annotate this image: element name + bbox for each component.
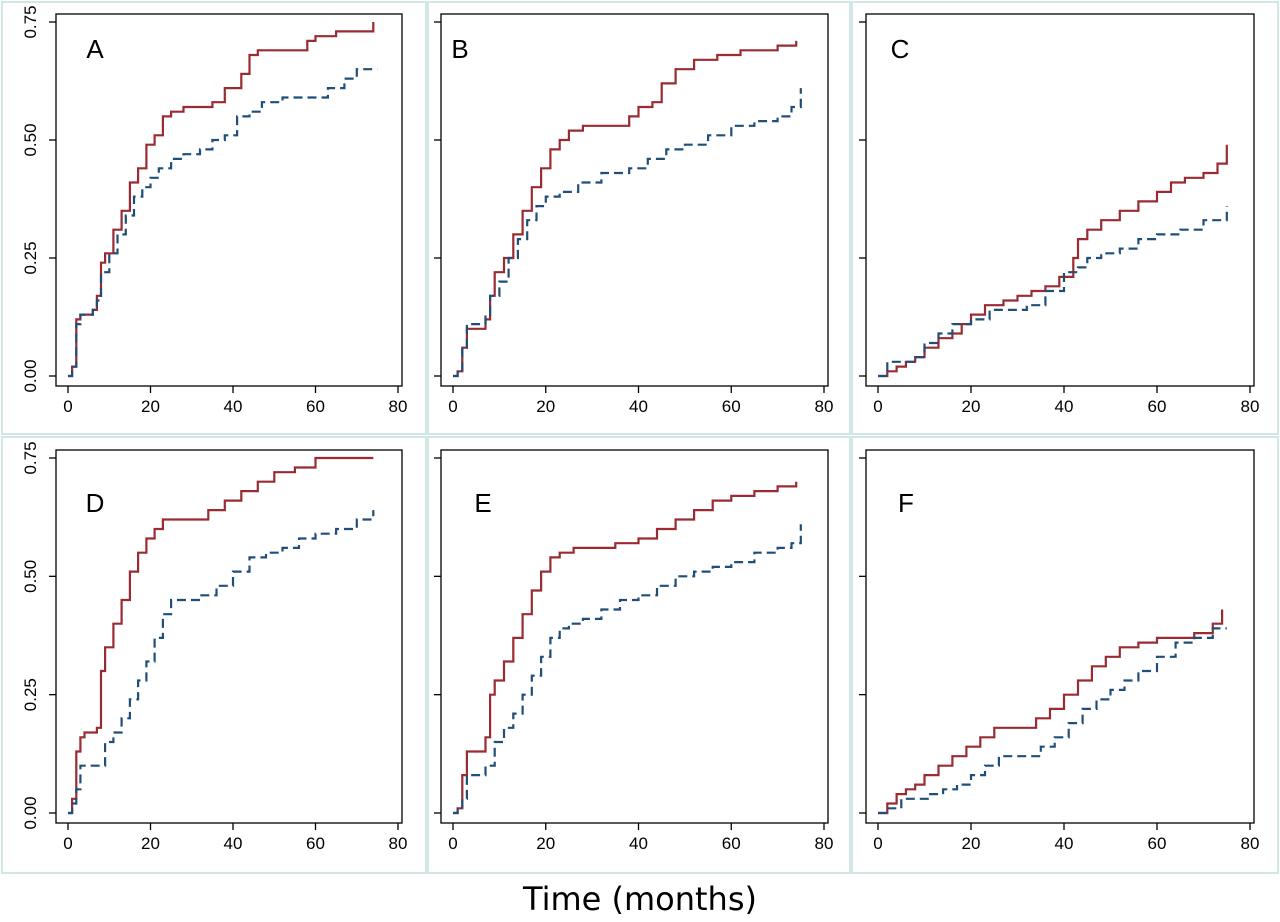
x-tick-label: 20 — [962, 397, 981, 416]
plot-area — [865, 449, 1255, 824]
x-tick-label: 0 — [63, 834, 72, 853]
x-tick-label: 20 — [536, 397, 555, 416]
series-line-solid — [453, 40, 798, 378]
x-tick-label: 80 — [1241, 397, 1260, 416]
x-tick-label: 80 — [815, 834, 834, 853]
chart-panel-b: 0 20 40 60 80 B — [427, 1, 851, 435]
x-tick-label: 80 — [1241, 834, 1260, 853]
x-tick-label: 0 — [63, 397, 72, 416]
x-tick-label: 0 — [448, 397, 457, 416]
y-tick-label: 0.25 — [21, 241, 40, 274]
panel-letter: B — [451, 34, 468, 64]
series-line-dashed — [878, 206, 1228, 378]
panel-border — [851, 1, 1279, 435]
x-tick-label: 20 — [962, 834, 981, 853]
panel-letter: F — [898, 488, 914, 518]
series-line-dashed — [453, 524, 802, 815]
x-tick-label: 40 — [629, 834, 648, 853]
x-axis-label: Time (months) — [523, 880, 757, 918]
y-tick-label: 0.00 — [21, 359, 40, 392]
series-line-solid — [68, 22, 375, 378]
chart-panel-e: 0 20 40 60 80 E — [427, 436, 851, 874]
plot-area — [440, 13, 829, 387]
x-tick-label: 20 — [141, 397, 160, 416]
plot-area — [55, 449, 403, 824]
plot-area — [440, 449, 829, 824]
y-tick-label: 0.50 — [21, 560, 40, 593]
x-tick-label: 40 — [224, 397, 243, 416]
chart-panel-c: 0 20 40 60 80 C — [851, 1, 1279, 435]
x-tick-label: 60 — [722, 397, 741, 416]
panel-border — [427, 1, 851, 435]
x-tick-label: 0 — [448, 834, 457, 853]
panel-border — [427, 436, 851, 874]
plot-area — [55, 13, 403, 387]
y-tick-label: 0.50 — [21, 123, 40, 156]
x-tick-label: 60 — [722, 834, 741, 853]
panel-border — [1, 436, 427, 874]
panel-letter: D — [86, 488, 105, 518]
panel-letter: E — [474, 488, 491, 518]
series-line-solid — [878, 609, 1224, 815]
panel-letter: C — [891, 34, 910, 64]
x-tick-label: 80 — [389, 834, 408, 853]
x-tick-label: 40 — [224, 834, 243, 853]
panel-border — [1, 1, 427, 435]
x-tick-label: 60 — [1148, 397, 1167, 416]
x-tick-label: 80 — [389, 397, 408, 416]
plot-area — [865, 13, 1255, 387]
x-tick-label: 60 — [306, 834, 325, 853]
x-tick-label: 20 — [536, 834, 555, 853]
x-tick-label: 40 — [1055, 834, 1074, 853]
series-line-dashed — [878, 627, 1227, 815]
chart-panel-f: 0 20 40 60 80 F — [851, 436, 1279, 874]
series-line-dashed — [68, 510, 375, 815]
y-tick-label: 0.25 — [21, 678, 40, 711]
series-line-solid — [453, 481, 798, 815]
chart-panel-d: 0 20 40 60 80 0.00 0.25 0.50 0.75 D — [1, 436, 427, 874]
x-tick-label: 60 — [1148, 834, 1167, 853]
y-tick-label: 0.00 — [21, 796, 40, 829]
y-tick-label: 0.75 — [21, 441, 40, 474]
x-tick-label: 20 — [141, 834, 160, 853]
x-tick-label: 60 — [306, 397, 325, 416]
x-tick-label: 40 — [629, 397, 648, 416]
chart-panel-a: 0 20 40 60 80 0.00 0.25 0.50 0.75 A — [1, 1, 427, 435]
panel-letter: A — [86, 34, 104, 64]
x-tick-label: 80 — [815, 397, 834, 416]
series-line-solid — [878, 144, 1228, 378]
x-tick-label: 0 — [873, 834, 882, 853]
x-tick-label: 0 — [873, 397, 882, 416]
x-tick-label: 40 — [1055, 397, 1074, 416]
y-tick-label: 0.75 — [21, 5, 40, 38]
panel-border — [851, 436, 1279, 874]
series-line-dashed — [68, 68, 378, 378]
series-line-solid — [68, 456, 374, 815]
series-line-dashed — [453, 88, 802, 378]
